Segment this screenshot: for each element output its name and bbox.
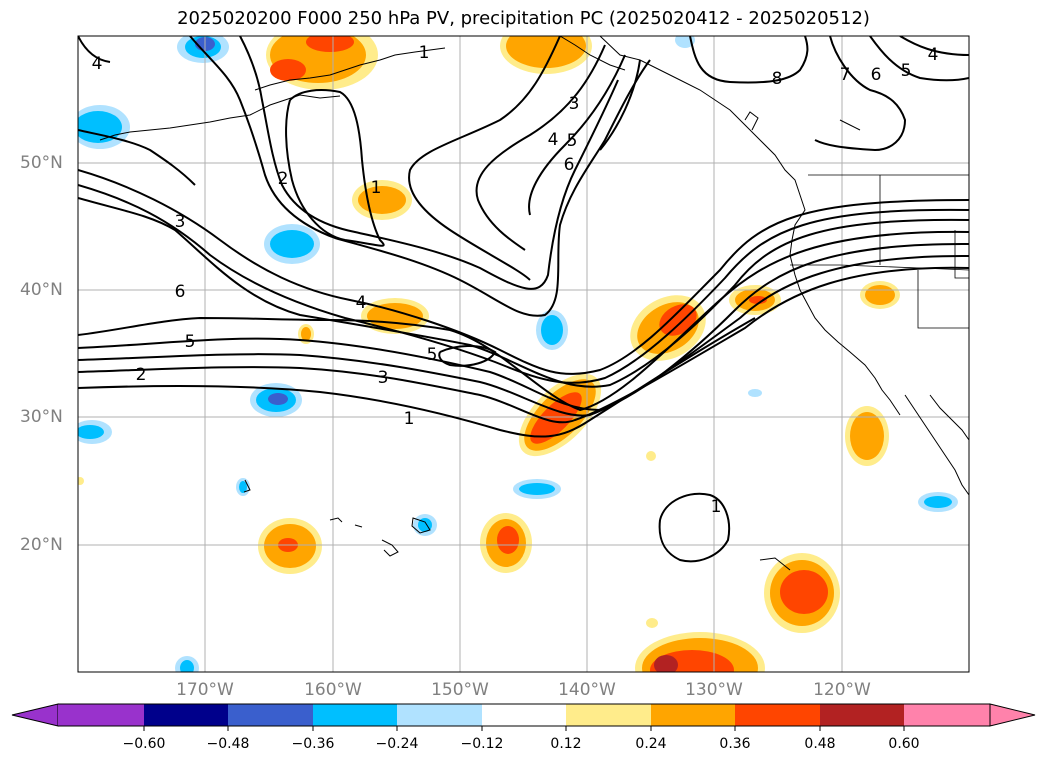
- contour-label: 6: [175, 282, 186, 302]
- contour-label: 1: [711, 497, 722, 517]
- contour-label: 6: [871, 65, 882, 85]
- contour-label: 5: [427, 345, 438, 365]
- colorbar-tick-label: 0.36: [719, 736, 751, 752]
- contour-label: 5: [901, 61, 912, 81]
- lon-label: 150°W: [431, 680, 489, 700]
- lat-label: 20°N: [20, 535, 63, 555]
- contour-label: 4: [928, 45, 939, 65]
- contour-label: 2: [136, 365, 147, 385]
- colorbar-tick-label: −0.36: [291, 736, 335, 752]
- lon-label: 120°W: [813, 680, 871, 700]
- contour-label: 3: [378, 368, 389, 388]
- contour-label: 3: [175, 212, 186, 232]
- lon-label: 130°W: [685, 680, 743, 700]
- contour-label: 1: [404, 409, 415, 429]
- contour-label: 7: [840, 65, 851, 85]
- lat-label: 50°N: [20, 153, 63, 173]
- colorbar-tick-label: 0.60: [888, 736, 920, 752]
- contour-label: 1: [419, 43, 430, 63]
- colorbar-tick-label: −0.48: [206, 736, 250, 752]
- contour-label: 6: [564, 155, 575, 175]
- map-frame: [77, 35, 970, 673]
- contour-label: 5: [185, 332, 196, 352]
- contour-label: 8: [772, 69, 783, 89]
- lon-label: 140°W: [558, 680, 616, 700]
- colorbar-tick-label: −0.24: [375, 736, 419, 752]
- colorbar-tick-label: 0.12: [550, 736, 582, 752]
- coastlines: [99, 36, 969, 571]
- colorbar-tick-label: −0.60: [122, 736, 166, 752]
- lon-label: 160°W: [304, 680, 362, 700]
- colorbar-tick-label: 0.48: [804, 736, 836, 752]
- contour-label: 4: [548, 130, 559, 150]
- graticule: [78, 36, 969, 672]
- contour-label: 3: [569, 94, 580, 114]
- contour-label: 2: [278, 169, 289, 189]
- colorbar: [11, 703, 1036, 731]
- contour-labels: 4 1 8 7 6 5 4 3 4 5 6 2 1 3 6 4 5 2 5 3 …: [92, 43, 939, 517]
- lon-label: 170°W: [176, 680, 234, 700]
- contour-label: 4: [356, 293, 367, 313]
- precip-shading: [78, 36, 958, 672]
- contour-label: 1: [371, 178, 382, 198]
- lat-label: 40°N: [20, 280, 63, 300]
- lat-label: 30°N: [20, 407, 63, 427]
- map-title: 2025020200 F000 250 hPa PV, precipitatio…: [177, 8, 870, 29]
- contour-label: 4: [92, 54, 103, 74]
- contour-label: 5: [567, 131, 578, 151]
- colorbar-tick-label: 0.24: [635, 736, 667, 752]
- colorbar-tick-label: −0.12: [460, 736, 504, 752]
- pv-contours: [78, 36, 969, 563]
- borders: [790, 174, 969, 329]
